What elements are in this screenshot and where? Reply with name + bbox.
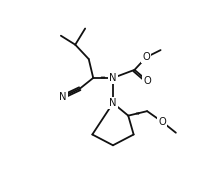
Text: O: O xyxy=(142,52,150,62)
Text: N: N xyxy=(109,73,117,83)
Text: O: O xyxy=(143,76,151,86)
Text: N: N xyxy=(109,98,117,108)
Text: O: O xyxy=(158,117,166,127)
Text: N: N xyxy=(59,92,66,102)
